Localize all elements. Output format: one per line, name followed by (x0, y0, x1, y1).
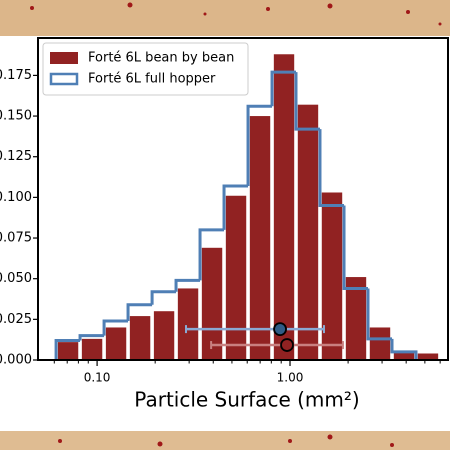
y-tick-label: 0.025 (0, 312, 32, 327)
bar (297, 104, 319, 361)
background-bottom (0, 431, 450, 450)
legend-swatch (50, 52, 78, 64)
legend-swatch (49, 72, 79, 86)
axes-frame (37, 37, 449, 361)
bar (177, 288, 199, 360)
bar (417, 353, 439, 360)
mean-point (273, 322, 287, 337)
bar (321, 192, 343, 360)
step-segment (78, 334, 105, 341)
y-tick-label: 0.150 (0, 109, 32, 124)
step-segment (126, 303, 153, 321)
mean-point (280, 338, 294, 352)
legend-label: Forté 6L bean by bean (88, 51, 234, 66)
plot-area: 0.000 0.025 0.050 0.075 0.100 0.125 0.150 0.175… (0, 37, 449, 385)
step-segment (222, 184, 249, 230)
step-segment (246, 104, 273, 186)
step-segment (294, 72, 320, 131)
bar (393, 351, 415, 360)
y-tick-label: 0.175 (0, 68, 32, 83)
step-segment (318, 129, 345, 208)
step-segment (390, 338, 418, 360)
step-segment (270, 70, 296, 107)
bar (249, 116, 271, 360)
legend-box (42, 42, 249, 96)
step-segment (366, 288, 393, 341)
legend-label: Forté 6L full hopper (88, 72, 216, 87)
step-segment (174, 278, 201, 292)
bar (345, 277, 367, 360)
legend: Forté 6L bean by bean Forté 6L full hoppe… (42, 42, 249, 96)
y-tick-label: 0.000 (0, 353, 32, 368)
step-segment (54, 338, 81, 360)
y-tick-label: 0.125 (0, 149, 32, 164)
y-tick-label: 0.075 (0, 231, 32, 246)
bar (153, 311, 175, 360)
bar (225, 195, 247, 360)
y-tick-label: 0.100 (0, 190, 32, 205)
background-speckles (30, 2, 442, 447)
figure-area (0, 36, 450, 431)
step-segment (150, 290, 177, 305)
bar (81, 338, 103, 360)
x-tick-label: 1.00 (277, 371, 304, 385)
step-segment (198, 228, 225, 281)
bar (201, 247, 223, 360)
step-segment (102, 319, 129, 336)
bar (105, 327, 127, 360)
bar (369, 327, 391, 360)
x-tick-label: 0.10 (84, 371, 111, 385)
bar (57, 342, 79, 360)
bar (129, 316, 151, 360)
y-tick-label: 0.050 (0, 271, 32, 286)
background-top (0, 0, 450, 36)
step-segment (342, 205, 368, 290)
x-axis-label: Particle Surface (mm²) (134, 388, 359, 412)
bar (273, 54, 295, 360)
